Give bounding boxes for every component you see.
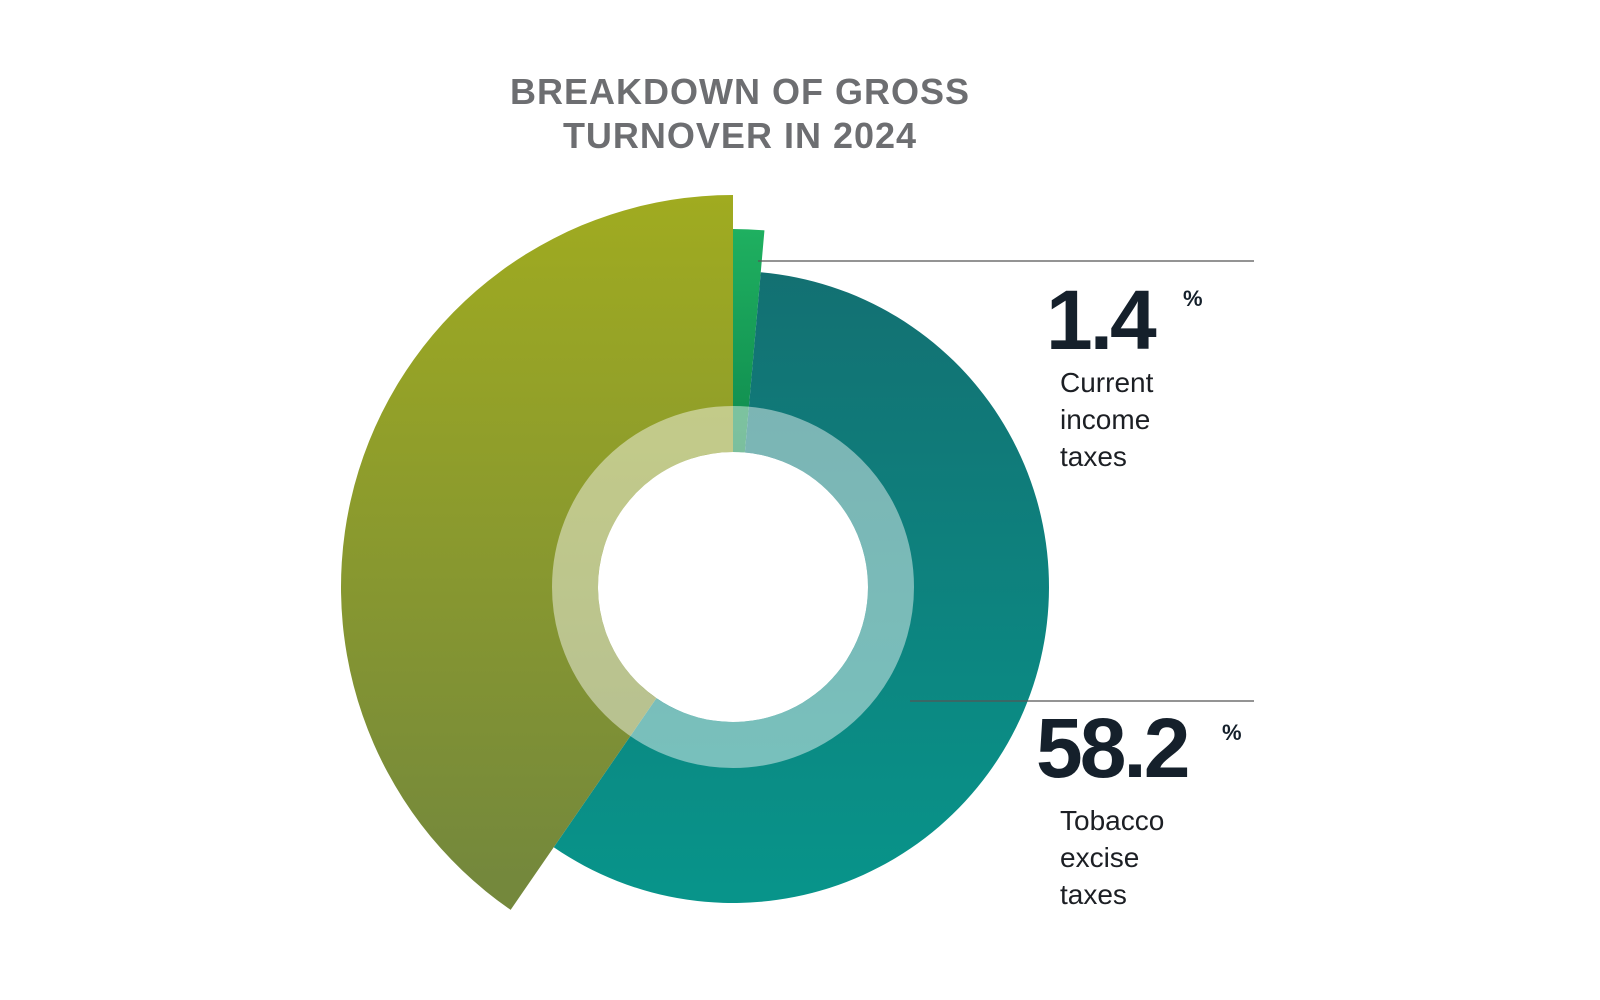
chart-title-line-1: BREAKDOWN OF GROSS: [509, 71, 970, 112]
leader-lines: [758, 260, 1254, 702]
slice-other: [341, 194, 733, 910]
slices-layer: [341, 194, 1049, 910]
slice-current-income-taxes: [733, 229, 765, 453]
chart-title-line-2: TURNOVER IN 2024: [562, 115, 918, 156]
income-tax-percent-sign: %: [1183, 286, 1203, 311]
tobacco-tax-label-line-2: excise: [1060, 842, 1140, 873]
income-tax-label-line-2: income: [1060, 404, 1151, 435]
tobacco-tax-label-line-1: Tobacco: [1060, 805, 1165, 836]
income-tax-label: Current income taxes: [1060, 364, 1280, 475]
tobacco-tax-percent-sign: %: [1222, 720, 1242, 745]
income-tax-label-line-3: taxes: [1060, 441, 1127, 472]
tobacco-tax-label: Tobacco excise taxes: [1060, 802, 1280, 913]
tobacco-tax-value: 58.2: [1036, 701, 1190, 795]
slice-tobacco-excise-taxes: [553, 272, 1049, 904]
chart-title: BREAKDOWN OF GROSS TURNOVER IN 2024: [440, 70, 1040, 158]
income-tax-value: 1.4: [1046, 273, 1157, 367]
tobacco-tax-label-line-3: taxes: [1060, 879, 1127, 910]
income-tax-label-line-1: Current: [1060, 367, 1154, 398]
inner-highlight-ring: [552, 406, 914, 768]
